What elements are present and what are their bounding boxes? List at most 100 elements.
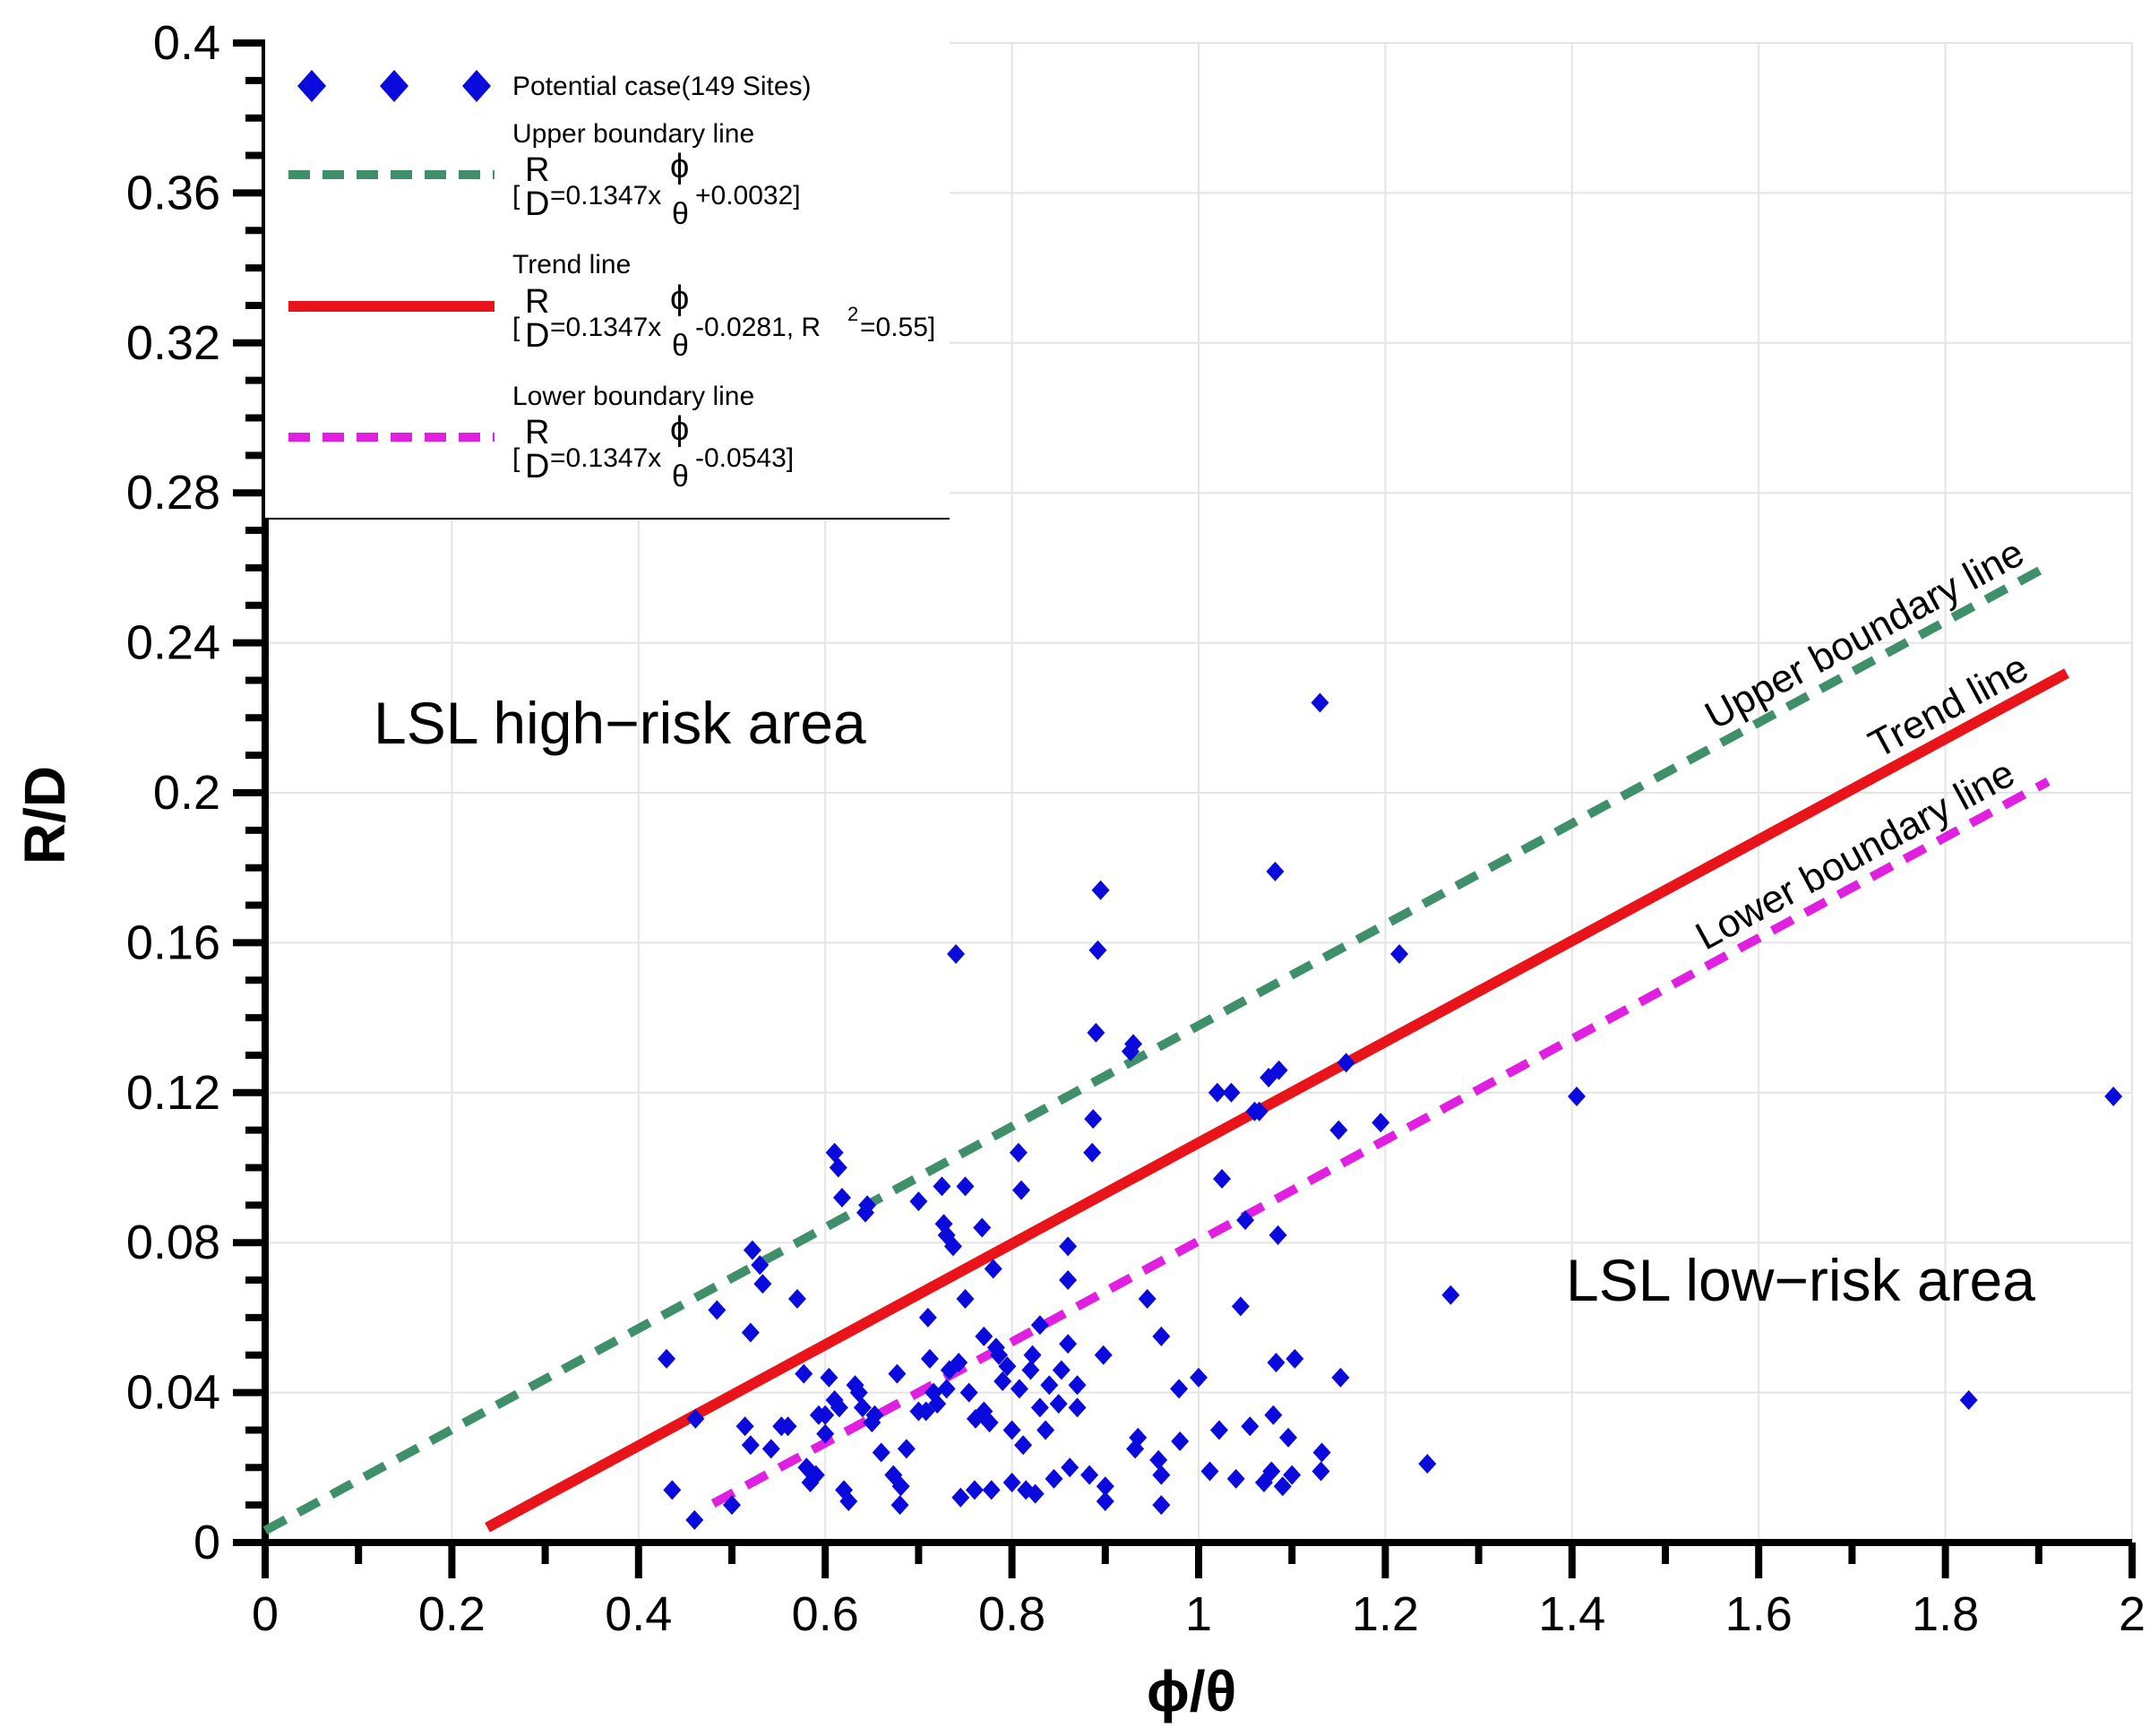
series-lines bbox=[262, 562, 2069, 1535]
y-tick-label: 0.4 bbox=[153, 16, 220, 70]
eq-coef: =0.1347x bbox=[550, 443, 661, 473]
data-point bbox=[1312, 1442, 1331, 1463]
low-risk-annotation: LSL low−risk area bbox=[1566, 1247, 2035, 1313]
data-point bbox=[1231, 1296, 1250, 1317]
data-point bbox=[849, 1382, 868, 1403]
data-point bbox=[897, 1439, 916, 1459]
y-tick-label: 0.16 bbox=[126, 915, 220, 969]
data-point bbox=[975, 1326, 993, 1346]
x-tick-label: 0 bbox=[252, 1587, 279, 1641]
data-point bbox=[998, 1356, 1017, 1377]
data-point bbox=[1084, 1109, 1103, 1130]
data-point bbox=[1052, 1360, 1071, 1380]
data-point bbox=[1010, 1379, 1028, 1399]
eq-sup: 2 bbox=[847, 303, 858, 325]
data-point bbox=[1390, 943, 1409, 964]
high-risk-annotation: LSL high−risk area bbox=[374, 690, 866, 756]
legend-lower-title: Lower boundary line bbox=[512, 382, 754, 411]
data-point bbox=[1124, 1034, 1143, 1054]
data-point bbox=[1002, 1473, 1021, 1493]
eq-theta: θ bbox=[672, 329, 689, 363]
data-point bbox=[1152, 1326, 1171, 1346]
data-point bbox=[1152, 1495, 1171, 1516]
data-point bbox=[806, 1465, 825, 1485]
eq-theta: θ bbox=[672, 460, 689, 494]
data-point bbox=[1312, 1461, 1330, 1482]
data-point bbox=[723, 1495, 741, 1516]
eq-suffix: -0.0543] bbox=[695, 443, 794, 473]
data-point bbox=[816, 1405, 835, 1425]
data-point bbox=[1138, 1288, 1157, 1309]
x-tick-label: 2 bbox=[2119, 1587, 2146, 1641]
data-point bbox=[984, 1259, 1002, 1279]
data-point bbox=[990, 1345, 1009, 1365]
data-point bbox=[1171, 1431, 1190, 1452]
data-point bbox=[890, 1495, 909, 1516]
x-tick-label: 0.2 bbox=[418, 1587, 486, 1641]
data-point bbox=[872, 1442, 890, 1463]
data-point bbox=[959, 1382, 978, 1403]
data-point bbox=[1311, 692, 1329, 713]
data-point bbox=[1266, 861, 1285, 881]
data-point bbox=[1222, 1082, 1241, 1103]
data-point bbox=[1286, 1348, 1304, 1369]
data-point bbox=[1213, 1169, 1232, 1190]
data-point bbox=[1267, 1353, 1286, 1373]
x-tick-label: 1 bbox=[1185, 1587, 1212, 1641]
data-point bbox=[2104, 1086, 2123, 1106]
eq-d: D bbox=[525, 448, 549, 486]
data-point bbox=[1264, 1405, 1283, 1425]
data-point bbox=[1226, 1468, 1245, 1489]
data-point bbox=[1269, 1060, 1288, 1080]
legend-upper-equation: [ R D =0.1347x ϕ θ +0.0032] bbox=[512, 148, 801, 231]
data-point bbox=[865, 1405, 884, 1425]
x-tick-label: 1.6 bbox=[1725, 1587, 1793, 1641]
data-point bbox=[830, 1397, 848, 1418]
data-point bbox=[1087, 1022, 1105, 1043]
data-point bbox=[982, 1480, 1001, 1500]
data-point bbox=[708, 1300, 727, 1320]
data-point bbox=[832, 1187, 851, 1207]
data-point bbox=[1012, 1180, 1031, 1200]
data-point bbox=[1170, 1379, 1189, 1399]
data-point bbox=[825, 1142, 844, 1163]
data-point bbox=[1190, 1367, 1208, 1388]
data-point bbox=[778, 1416, 797, 1437]
data-point bbox=[1059, 1334, 1078, 1354]
data-point bbox=[1094, 1345, 1113, 1365]
data-point bbox=[1080, 1465, 1099, 1485]
eq-open: [ bbox=[512, 181, 520, 211]
data-point bbox=[1152, 1465, 1171, 1485]
x-tick-label: 0.8 bbox=[978, 1587, 1045, 1641]
legend-points-label: Potential case(149 Sites) bbox=[512, 72, 812, 101]
data-point bbox=[820, 1367, 838, 1388]
data-point bbox=[1023, 1345, 1042, 1365]
data-point bbox=[1262, 1461, 1281, 1482]
data-point bbox=[1021, 1360, 1040, 1380]
data-point bbox=[1200, 1461, 1219, 1482]
data-point bbox=[1209, 1420, 1228, 1440]
data-point bbox=[933, 1176, 951, 1197]
x-tick-label: 0.6 bbox=[792, 1587, 859, 1641]
y-tick-label: 0.08 bbox=[126, 1216, 220, 1269]
legend-diamond bbox=[297, 70, 326, 102]
y-tick-label: 0.2 bbox=[153, 766, 220, 820]
data-point bbox=[1268, 1225, 1287, 1245]
data-point bbox=[685, 1509, 704, 1530]
y-tick-label: 0.04 bbox=[126, 1366, 220, 1420]
data-point bbox=[1208, 1082, 1226, 1103]
data-point bbox=[1030, 1315, 1049, 1336]
data-point bbox=[950, 1353, 968, 1373]
data-point bbox=[993, 1371, 1012, 1392]
data-point bbox=[1026, 1483, 1045, 1504]
data-point bbox=[1014, 1435, 1033, 1456]
data-point bbox=[1068, 1397, 1087, 1418]
data-point bbox=[1096, 1476, 1114, 1497]
eq-d: D bbox=[525, 185, 549, 223]
lower-boundary-line bbox=[710, 778, 2051, 1508]
eq-open: [ bbox=[512, 313, 520, 342]
data-point bbox=[947, 943, 966, 964]
data-point bbox=[1273, 1476, 1292, 1497]
data-point bbox=[980, 1413, 999, 1433]
data-point bbox=[853, 1397, 872, 1418]
